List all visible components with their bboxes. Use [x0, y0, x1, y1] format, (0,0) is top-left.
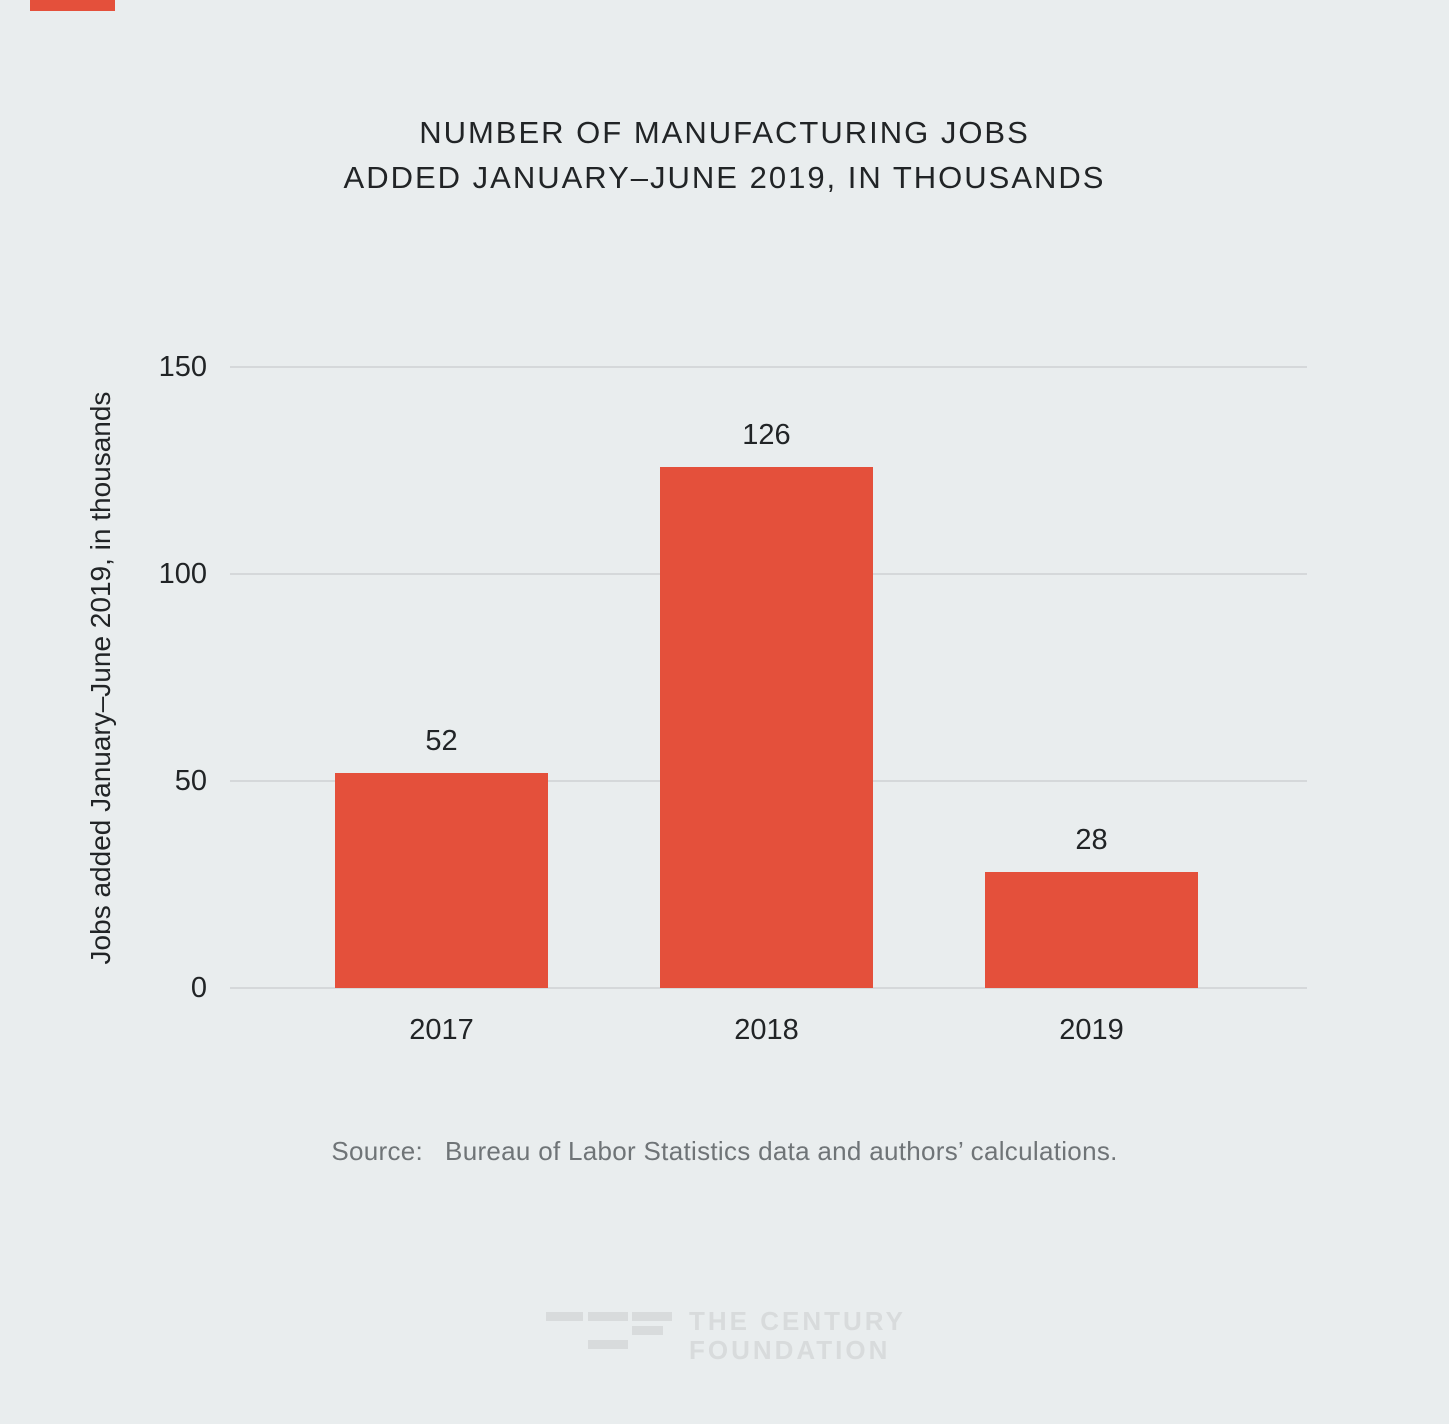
x-tick-label-2019: 2019 — [1059, 1014, 1124, 1046]
logo-mark-dash-icon — [588, 1312, 628, 1321]
source-text: Bureau of Labor Statistics data and auth… — [445, 1136, 1118, 1166]
y-tick-label-100: 100 — [158, 558, 207, 590]
y-tick-label-50: 50 — [174, 765, 207, 797]
chart-title-line1: NUMBER OF MANUFACTURING JOBS — [419, 115, 1030, 150]
value-label-2019: 28 — [1075, 824, 1108, 856]
source-note: Source: Bureau of Labor Statistics data a… — [0, 1136, 1449, 1167]
brand-accent-bar — [30, 0, 115, 11]
chart-title-line2: ADDED JANUARY–JUNE 2019, IN THOUSANDS — [343, 160, 1106, 195]
gridline-0-baseline — [230, 987, 1307, 989]
x-tick-label-2018: 2018 — [734, 1014, 799, 1046]
logo-mark-dash-icon — [632, 1326, 663, 1335]
y-tick-label-0: 0 — [190, 972, 207, 1004]
value-label-2018: 126 — [742, 419, 791, 451]
logo-mark-dash-icon — [632, 1312, 672, 1321]
bar-2019 — [985, 872, 1198, 988]
gridline-150 — [230, 366, 1307, 368]
bar-group-2019: 28 — [985, 825, 1198, 988]
source-label: Source: — [331, 1136, 424, 1166]
bar-group-2018: 126 — [660, 420, 873, 988]
logo-mark-dash-icon — [546, 1312, 583, 1321]
logo-text-line1: THE CENTURY — [689, 1306, 906, 1336]
bar-group-2017: 52 — [335, 726, 548, 988]
logo-mark-dash-icon — [588, 1340, 628, 1349]
y-tick-label-150: 150 — [158, 351, 207, 383]
value-label-2017: 52 — [425, 725, 458, 757]
logo-text-line2: FOUNDATION — [689, 1335, 891, 1365]
chart-title: NUMBER OF MANUFACTURING JOBS ADDED JANUA… — [0, 110, 1449, 200]
bar-2018 — [660, 467, 873, 988]
x-tick-label-2017: 2017 — [409, 1014, 474, 1046]
bar-2017 — [335, 773, 548, 988]
